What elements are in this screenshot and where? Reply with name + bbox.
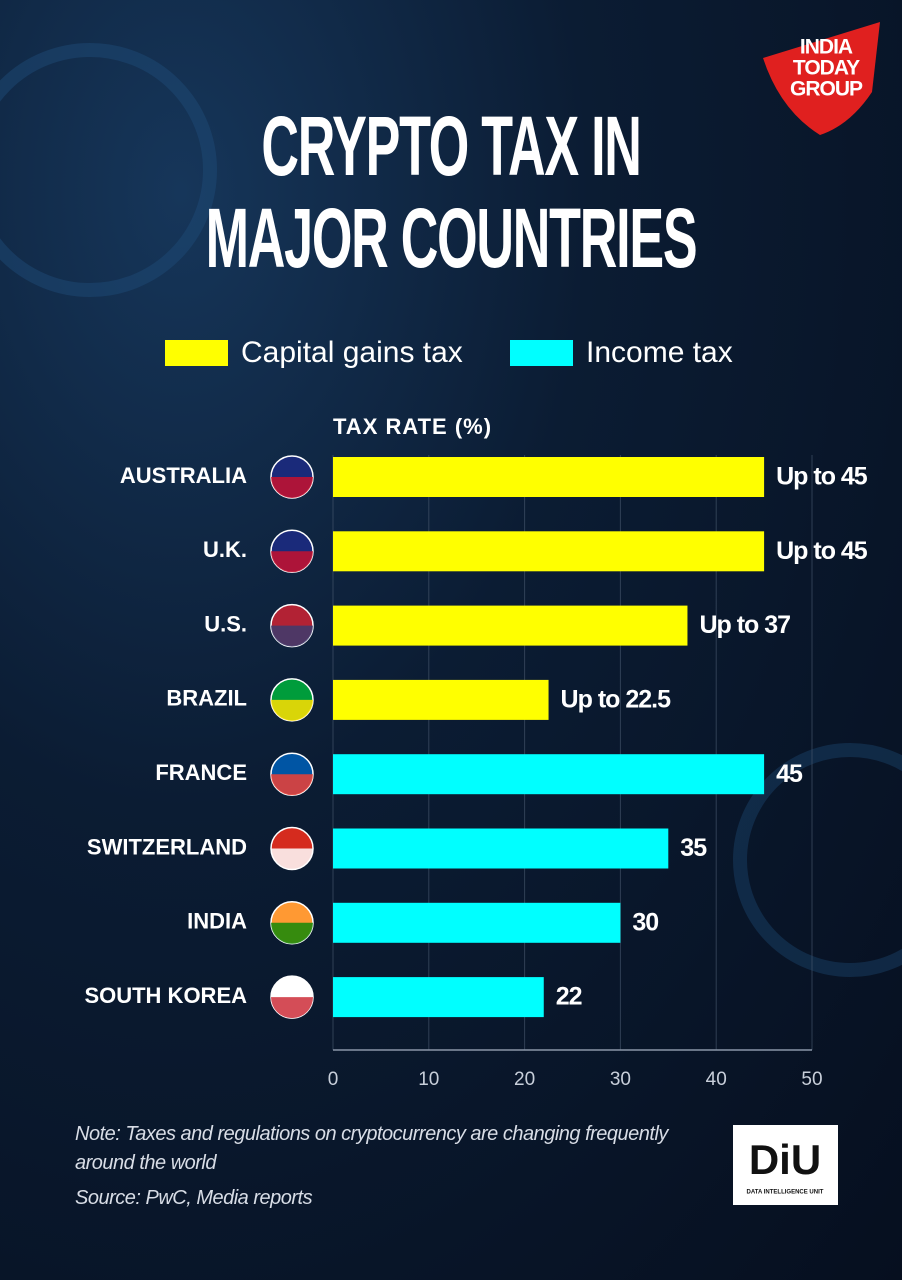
logo-shape: [763, 22, 880, 135]
x-tick-label: 50: [801, 1069, 822, 1090]
badge-subtitle: DATA INTELLIGENCE UNIT: [747, 1190, 824, 1196]
value-label: Up to 45: [776, 463, 868, 491]
axis-title: TAX RATE (%): [333, 414, 492, 439]
value-label: 22: [556, 983, 582, 1011]
value-label: 30: [632, 908, 658, 936]
bar: [333, 457, 765, 497]
x-tick-label: 0: [328, 1069, 339, 1090]
flag: [271, 774, 313, 796]
bar: [333, 902, 621, 943]
flag: [271, 551, 313, 573]
value-label: Up to 37: [699, 611, 790, 639]
chart-title: CRYPTO TAX IN MAJOR COUNTRIES: [205, 99, 698, 285]
bar: [333, 679, 549, 720]
flag: [271, 922, 313, 944]
x-tick-label: 10: [418, 1069, 439, 1090]
value-label: 45: [776, 760, 803, 788]
flag: [271, 997, 313, 1019]
flag: [271, 477, 313, 498]
y-tick-label: INDIA: [187, 909, 247, 934]
y-tick-label: FRANCE: [155, 760, 247, 785]
bar: [333, 531, 765, 572]
legend-swatch: [165, 340, 228, 366]
bar: [333, 828, 669, 869]
value-label: Up to 45: [776, 537, 868, 565]
flag: [271, 848, 313, 870]
legend-label: Capital gains tax: [241, 336, 463, 369]
decor-coin: [0, 43, 217, 297]
y-tick-label: AUSTRALIA: [120, 463, 247, 488]
flag: [271, 625, 313, 647]
badge-box: [733, 1125, 838, 1205]
legend-swatch: [510, 340, 573, 366]
flag: [271, 699, 313, 721]
y-tick-label: SOUTH KOREA: [84, 983, 247, 1008]
decor-coin: [733, 743, 902, 977]
bar: [333, 754, 765, 795]
logo-text: TODAY: [793, 57, 860, 80]
x-tick-label: 30: [610, 1069, 631, 1090]
badge-text: DiU: [749, 1136, 821, 1183]
value-label: Up to 22.5: [561, 686, 672, 714]
source: Source: PwC, Media reports: [75, 1187, 313, 1209]
logo-text: GROUP: [790, 78, 863, 101]
x-tick-label: 40: [706, 1069, 727, 1090]
bar: [333, 977, 544, 1018]
y-tick-label: U.K.: [203, 537, 247, 562]
note: Note: Taxes and regulations on cryptocur…: [75, 1123, 668, 1174]
x-tick-label: 20: [514, 1069, 535, 1090]
y-tick-label: SWITZERLAND: [87, 834, 247, 859]
y-tick-label: BRAZIL: [166, 686, 247, 711]
bar: [333, 605, 688, 646]
y-tick-label: U.S.: [204, 611, 247, 636]
legend-label: Income tax: [586, 336, 733, 369]
value-label: 35: [680, 834, 707, 862]
logo-text: INDIA: [800, 36, 853, 59]
